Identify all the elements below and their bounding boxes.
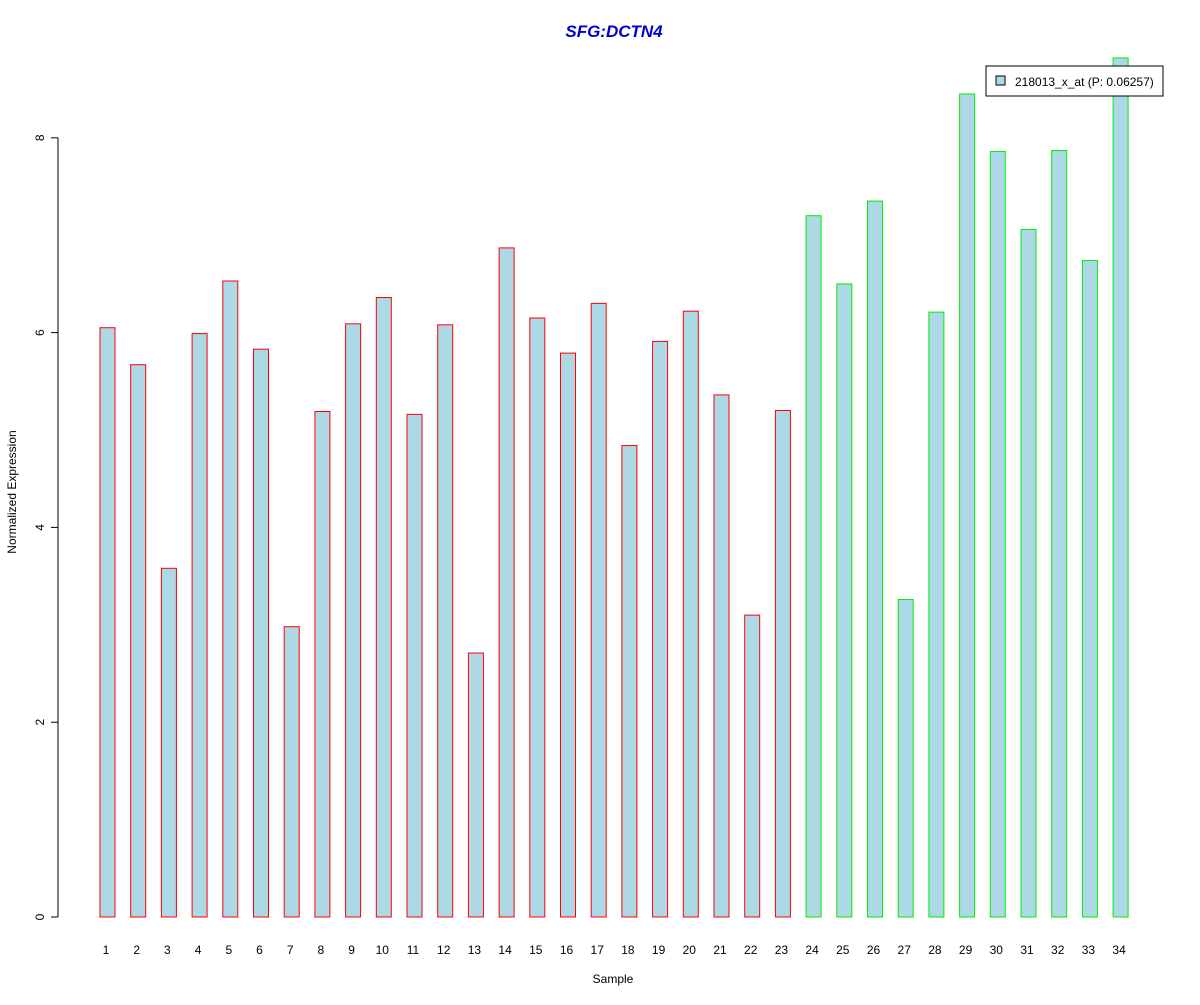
- bar-sample-7: [283, 626, 300, 918]
- bar-sample-4: [191, 333, 208, 918]
- x-tick-label: 18: [621, 943, 635, 957]
- bar-sample-26: [867, 200, 883, 918]
- x-axis-label: Sample: [593, 972, 634, 986]
- x-tick-label: 1: [103, 943, 110, 957]
- bar-sample-34: [1112, 57, 1129, 918]
- bar-sample-29: [959, 93, 976, 918]
- x-tick-label: 22: [744, 943, 758, 957]
- x-tick-label: 19: [652, 943, 666, 957]
- x-tick-label: 28: [928, 943, 942, 957]
- x-tick-label: 9: [348, 943, 355, 957]
- bar-sample-19: [652, 340, 669, 918]
- bar-sample-15: [529, 317, 546, 918]
- bar-sample-21: [713, 394, 730, 918]
- bar-sample-17: [590, 302, 607, 918]
- x-tick-label: 30: [990, 943, 1004, 957]
- x-tick-label: 26: [867, 943, 881, 957]
- y-tick-label: 8: [33, 134, 47, 141]
- bar-sample-13: [467, 652, 484, 918]
- x-tick-label: 14: [498, 943, 512, 957]
- x-tick-label: 24: [805, 943, 819, 957]
- bar-sample-14: [498, 247, 515, 918]
- x-tick-label: 2: [133, 943, 140, 957]
- bar-sample-5: [222, 280, 239, 918]
- y-tick-label: 4: [33, 524, 47, 531]
- y-tick-label: 2: [33, 719, 47, 726]
- bar-sample-2: [130, 364, 147, 918]
- bar-sample-3: [160, 567, 177, 918]
- y-axis: 0 2 4 6 8: [33, 134, 59, 920]
- x-tick-label: 6: [256, 943, 263, 957]
- y-tick-label: 0: [33, 913, 47, 920]
- bar-sample-25: [836, 283, 853, 918]
- bar-sample-10: [375, 297, 392, 918]
- x-tick-label: 33: [1082, 943, 1096, 957]
- x-tick-label: 10: [376, 943, 390, 957]
- bar-sample-8: [314, 411, 331, 918]
- bar-sample-20: [682, 310, 699, 918]
- x-tick-label: 20: [683, 943, 697, 957]
- legend-box: [985, 65, 1164, 97]
- x-tick-label: 11: [407, 943, 420, 957]
- bar-sample-28: [928, 311, 945, 918]
- legend: 218013_x_at (P: 0.06257): [985, 65, 1164, 97]
- bar-sample-31: [1020, 228, 1037, 918]
- bar-sample-9: [345, 323, 362, 918]
- x-tick-label: 16: [560, 943, 574, 957]
- bar-sample-27: [897, 599, 914, 918]
- x-tick-label: 7: [287, 943, 294, 957]
- x-tick-label: 4: [195, 943, 202, 957]
- x-tick-label: 34: [1112, 943, 1126, 957]
- bar-sample-23: [774, 410, 791, 918]
- bar-sample-12: [437, 324, 454, 918]
- y-axis-label: Normalized Expression: [5, 430, 19, 553]
- x-tick-label: 8: [318, 943, 325, 957]
- bars: [99, 57, 1129, 918]
- bar-sample-11: [406, 413, 423, 918]
- x-tick-label: 5: [225, 943, 232, 957]
- x-tick-labels: 1 2 3 4 5 6 7 8 9 10 11 12 13 14 15 16 17 18 19 20 21 22 23 24 2…: [103, 943, 1126, 957]
- bar-sample-30: [989, 150, 1006, 918]
- bar-sample-33: [1081, 260, 1098, 918]
- x-tick-label: 21: [713, 943, 727, 957]
- bar-sample-24: [805, 215, 822, 918]
- x-tick-label: 32: [1051, 943, 1065, 957]
- x-tick-label: 25: [836, 943, 850, 957]
- x-tick-label: 23: [775, 943, 789, 957]
- bar-sample-22: [744, 614, 761, 918]
- x-tick-label: 27: [898, 943, 912, 957]
- legend-label: 218013_x_at (P: 0.06257): [1015, 75, 1154, 89]
- bar-sample-6: [253, 348, 269, 918]
- legend-swatch: [995, 75, 1006, 86]
- x-tick-label: 17: [591, 943, 605, 957]
- y-tick-label: 6: [33, 329, 47, 336]
- bar-sample-16: [560, 352, 576, 918]
- x-tick-label: 29: [959, 943, 973, 957]
- x-tick-label: 13: [468, 943, 482, 957]
- bar-sample-18: [621, 445, 638, 918]
- bar-sample-32: [1051, 150, 1068, 918]
- x-tick-label: 31: [1020, 943, 1034, 957]
- chart-title: SFG:DCTN4: [565, 22, 663, 41]
- x-tick-label: 15: [529, 943, 543, 957]
- bar-sample-1: [99, 327, 116, 918]
- x-tick-label: 3: [164, 943, 171, 957]
- x-tick-label: 12: [437, 943, 451, 957]
